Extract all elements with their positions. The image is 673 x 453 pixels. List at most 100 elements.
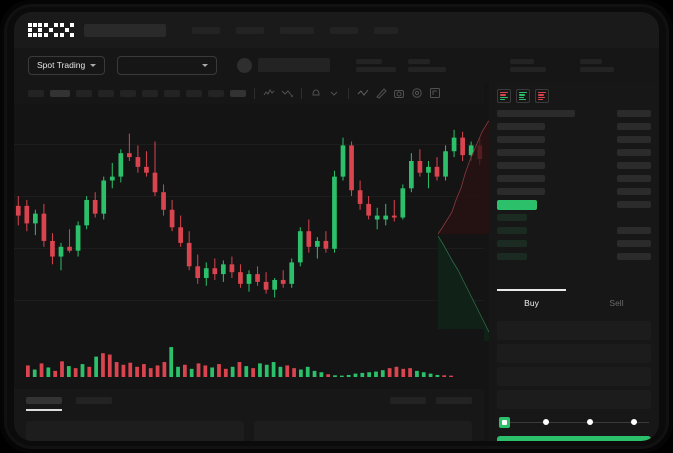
tab-sell-label: Sell: [609, 298, 624, 308]
ticker-stat-3: [580, 58, 615, 72]
bottom-tab-active-indicator: [26, 409, 62, 411]
order-book-row[interactable]: [497, 187, 651, 196]
price-chart[interactable]: [14, 104, 484, 329]
volume-chart: [14, 329, 484, 389]
order-book-price: [497, 175, 545, 182]
trading-mode-label: Spot Trading: [37, 60, 86, 70]
order-book-row[interactable]: [497, 226, 651, 235]
order-book-row[interactable]: [497, 252, 651, 261]
timeframe-button-4[interactable]: [120, 89, 136, 97]
order-book-price: [497, 123, 545, 130]
order-book-amount: [617, 188, 651, 195]
order-book-price: [497, 214, 527, 221]
order-book-row[interactable]: [497, 135, 651, 144]
tab-buy[interactable]: Buy: [489, 289, 574, 317]
book-view-both-icon[interactable]: [497, 89, 511, 103]
bottom-action-1[interactable]: [436, 397, 472, 404]
slider-stop-75[interactable]: [631, 419, 637, 425]
timeframe-button-3[interactable]: [98, 89, 114, 97]
camera-icon[interactable]: [393, 87, 405, 99]
timeframe-button-6[interactable]: [164, 89, 180, 97]
order-book-price: [497, 199, 537, 210]
order-field-3[interactable]: [497, 390, 651, 409]
indicators-icon[interactable]: [263, 87, 275, 99]
timeframe-button-5[interactable]: [142, 89, 158, 97]
order-book-row[interactable]: [497, 239, 651, 248]
amount-percent-slider[interactable]: [499, 415, 649, 429]
nav-item-1[interactable]: [236, 26, 264, 34]
bottom-action-0[interactable]: [390, 397, 426, 404]
order-field-0[interactable]: [497, 321, 651, 340]
nav-item-4[interactable]: [374, 26, 398, 34]
slider-rail: [505, 421, 649, 423]
timeframe-button-8[interactable]: [208, 89, 224, 97]
trading-mode-selector[interactable]: Spot Trading: [28, 55, 106, 75]
book-view-bids-icon[interactable]: [516, 89, 530, 103]
pair-avatar: [237, 57, 253, 73]
order-book-row[interactable]: [497, 161, 651, 170]
buy-sell-tab-bar: Buy Sell: [489, 289, 659, 317]
logo-glyph-x: [60, 23, 74, 37]
slider-stop-50[interactable]: [587, 419, 593, 425]
bottom-tab-bar: [26, 397, 472, 411]
header-search-input[interactable]: [84, 23, 166, 37]
order-field-2[interactable]: [497, 367, 651, 386]
order-book-row[interactable]: [497, 109, 651, 118]
volume-series: [26, 347, 453, 377]
order-form: [489, 317, 659, 441]
order-book-row[interactable]: [497, 122, 651, 131]
ticker-bar: Spot Trading: [14, 48, 659, 82]
alert-icon[interactable]: [310, 87, 322, 99]
compare-icon[interactable]: [281, 87, 293, 99]
chart-type-icon[interactable]: [357, 87, 369, 99]
bottom-cards: [26, 420, 472, 441]
pair-selector[interactable]: [117, 55, 218, 75]
book-view-asks-icon[interactable]: [535, 89, 549, 103]
order-book-amount: [617, 227, 651, 234]
chevron-down-icon[interactable]: [328, 87, 340, 99]
timeframe-button-9[interactable]: [230, 89, 246, 97]
order-book-row[interactable]: [497, 213, 651, 222]
order-book-amount: [617, 175, 651, 182]
drawing-icon[interactable]: [375, 87, 387, 99]
chevron-down-icon: [202, 63, 209, 67]
order-book-row[interactable]: [497, 199, 651, 210]
chevron-down-icon: [90, 63, 97, 67]
order-book-rows[interactable]: [497, 109, 651, 261]
bottom-tab-1[interactable]: [76, 397, 112, 404]
pair-price-skeleton: [258, 58, 331, 72]
ticker-stat-0: [356, 58, 397, 72]
nav-item-0[interactable]: [192, 26, 220, 34]
order-book-amount: [617, 123, 651, 130]
order-book-amount: [617, 110, 651, 117]
bottom-card-1[interactable]: [254, 420, 472, 441]
order-book-row[interactable]: [497, 174, 651, 183]
toolbar-divider: [301, 87, 302, 99]
toolbar-divider: [254, 87, 255, 99]
slider-stop-25[interactable]: [543, 419, 549, 425]
nav-item-3[interactable]: [330, 26, 358, 34]
order-book-price: [497, 110, 575, 117]
order-book-price: [497, 149, 545, 156]
slider-handle[interactable]: [499, 416, 510, 428]
order-book-price: [497, 162, 545, 169]
order-book-row[interactable]: [497, 148, 651, 157]
chart-toolbar: [14, 82, 484, 104]
order-field-1[interactable]: [497, 344, 651, 363]
nav-item-2[interactable]: [280, 26, 314, 34]
submit-buy-button[interactable]: [497, 436, 651, 441]
okx-logo[interactable]: [28, 23, 74, 37]
order-book-view-toggles: [497, 89, 651, 103]
bottom-card-0[interactable]: [26, 420, 244, 441]
tab-sell[interactable]: Sell: [574, 289, 659, 317]
timeframe-button-2[interactable]: [76, 89, 92, 97]
timeframe-button-1[interactable]: [50, 89, 70, 97]
timeframe-button-7[interactable]: [186, 89, 202, 97]
timeframe-button-0[interactable]: [28, 89, 44, 97]
candlestick-series: [15, 129, 483, 298]
settings-icon[interactable]: [411, 87, 423, 99]
bottom-tab-0[interactable]: [26, 397, 62, 411]
fullscreen-icon[interactable]: [429, 87, 441, 99]
tab-buy-label: Buy: [524, 298, 539, 308]
